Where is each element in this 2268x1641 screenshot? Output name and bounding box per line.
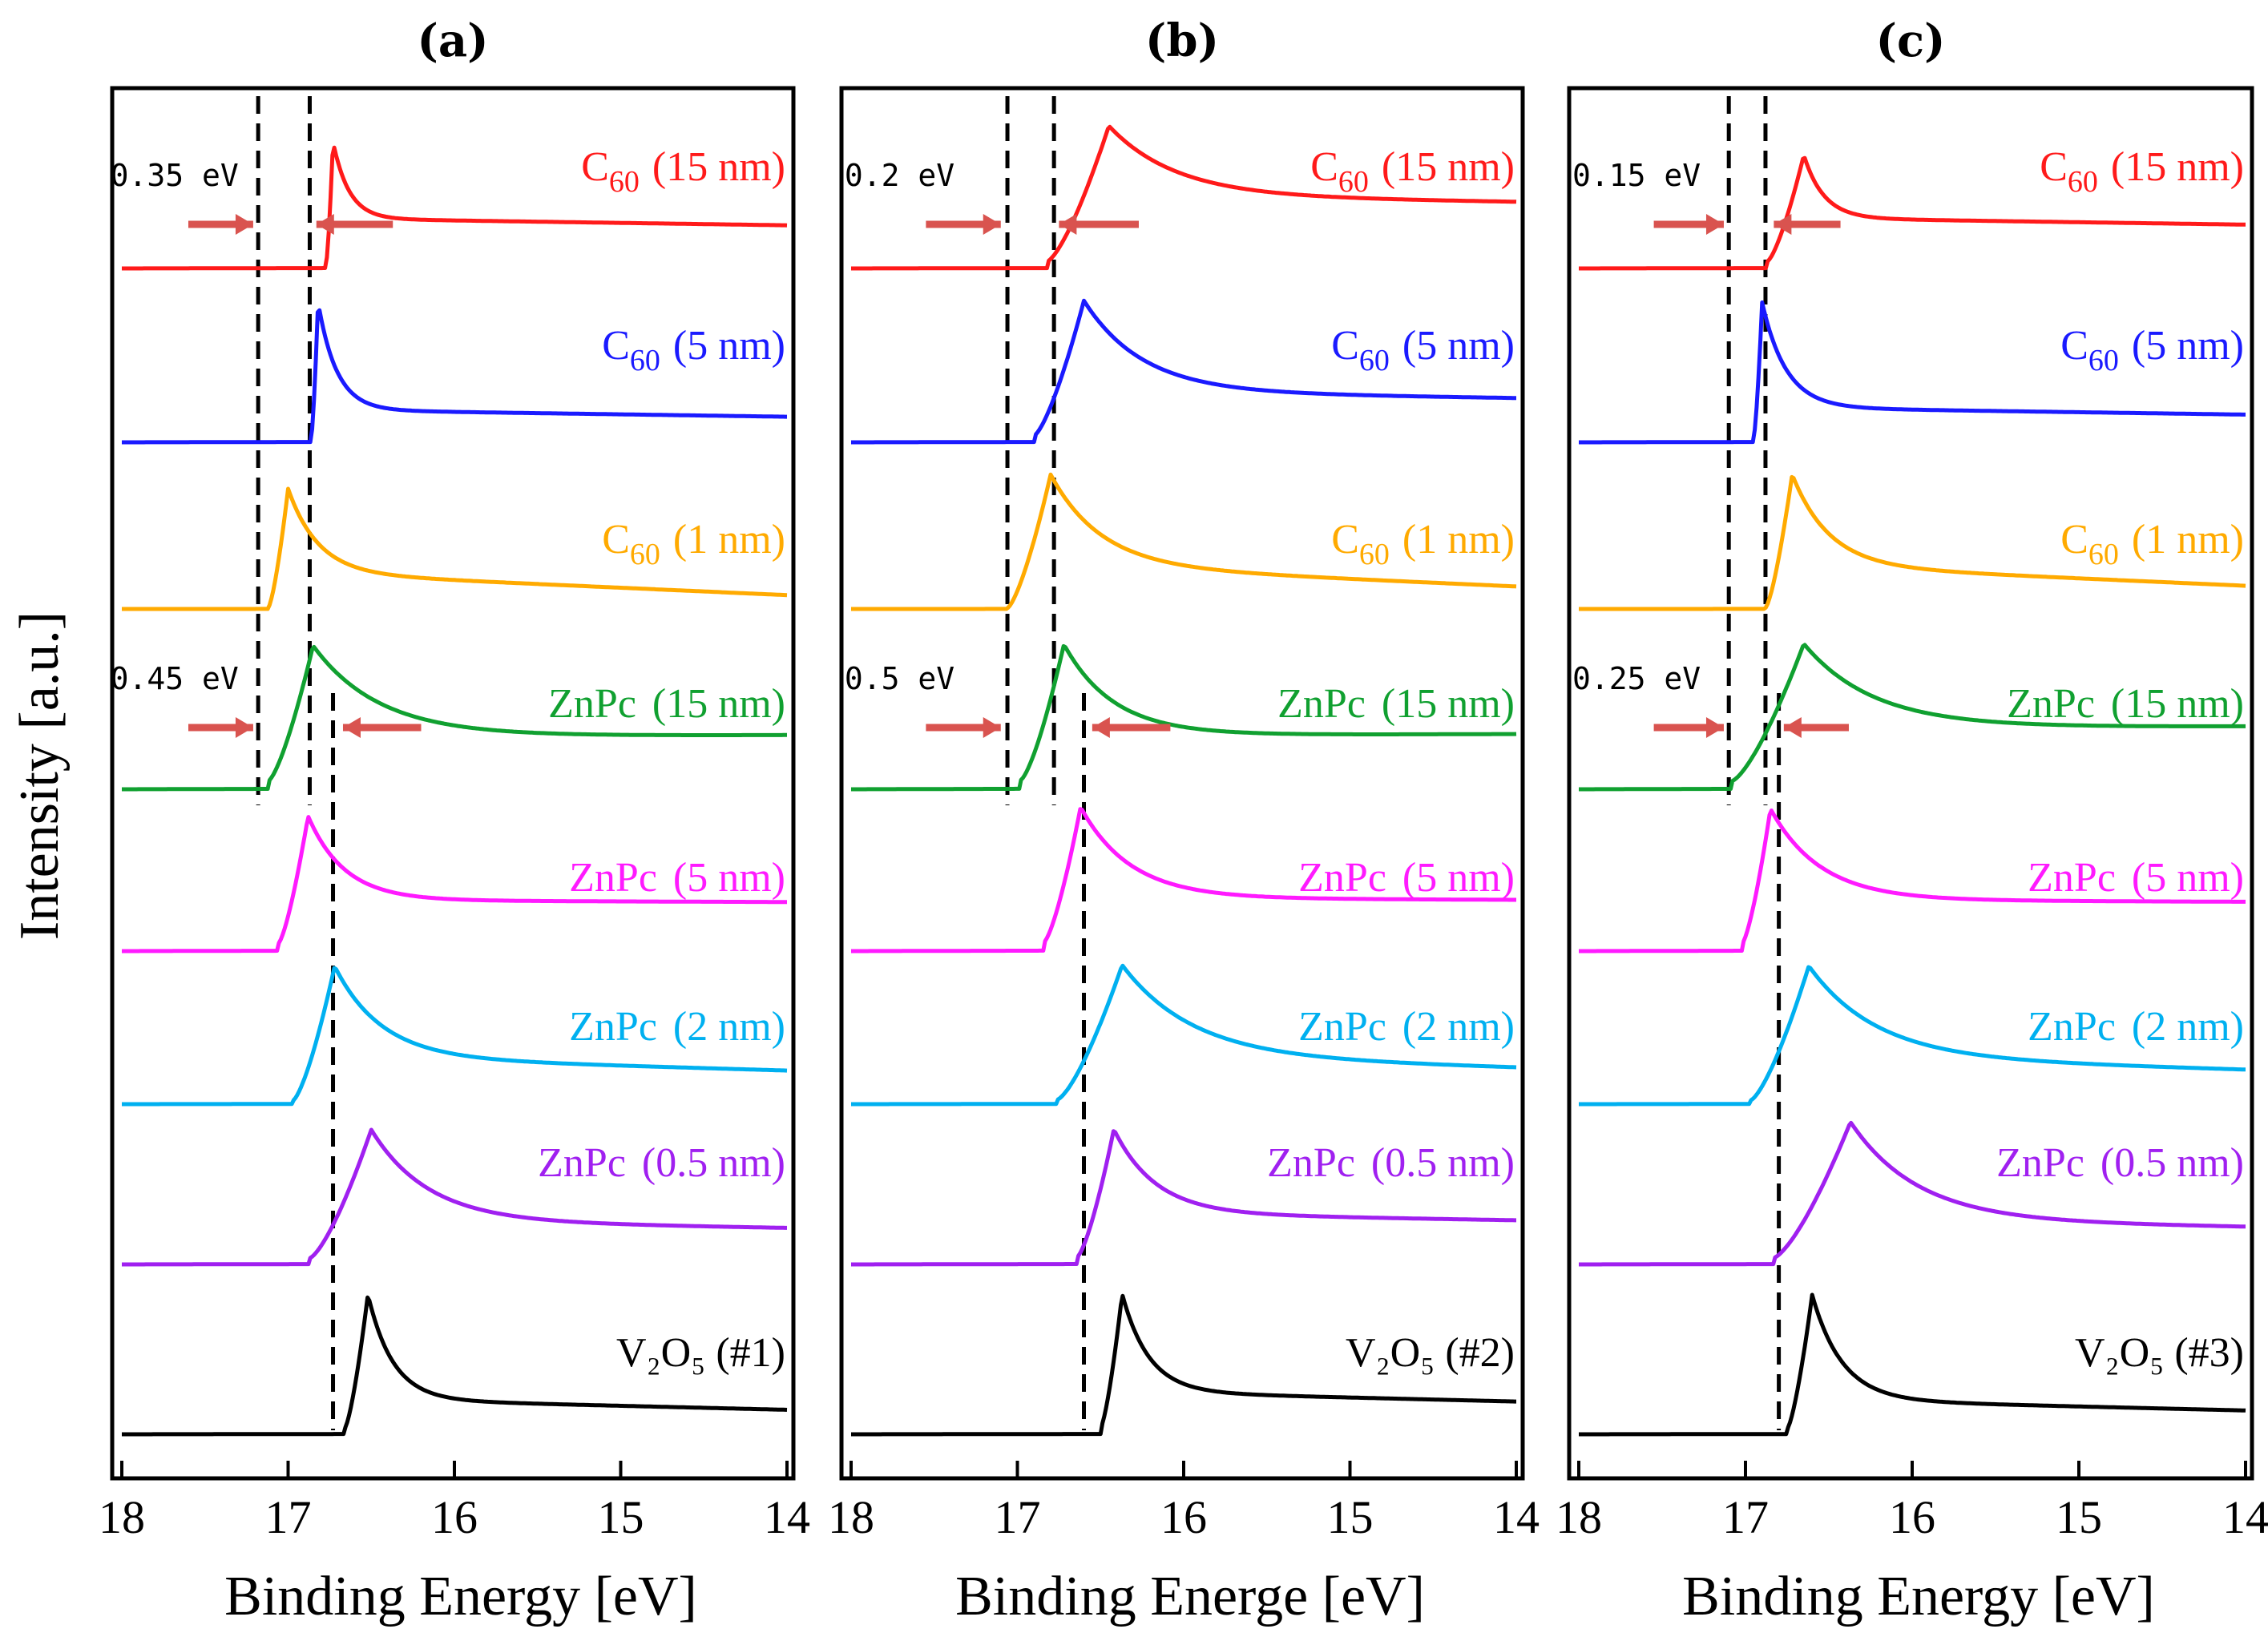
panel-title: (a) [417, 14, 488, 67]
panel-frame [839, 86, 1525, 1481]
trace-label-znpc_2: ZnPc (2 nm) [2028, 1004, 2244, 1050]
trace-label-znpc_2: ZnPc (2 nm) [569, 1004, 785, 1050]
panel-3: (c) 18 17 16 15 14 Binding Energy [eV] C60 (15 n… [1556, 14, 2268, 1627]
trace-label-c60_5: C60 (5 nm) [602, 323, 785, 377]
panel-2: (b) 18 17 16 15 14 Binding Energe [eV] C60 (15 n… [828, 14, 1540, 1627]
x-tick-label: 18 [1556, 1491, 1602, 1543]
trace-label-znpc_15: ZnPc (15 nm) [548, 681, 785, 727]
shift-annotation: 0.35 eV [111, 158, 239, 193]
shift-arrow-left-head [983, 214, 1001, 235]
spectrum-line-znpc_2 [850, 963, 1517, 1107]
spectrum-line-znpc_05 [1578, 1120, 2246, 1267]
spectrum-line-znpc_2 [121, 966, 788, 1107]
panel-frame [1567, 86, 2254, 1481]
trace-label-c60_1: C60 (1 nm) [2060, 517, 2244, 571]
trace-label-znpc_5: ZnPc (5 nm) [2028, 855, 2244, 901]
trace-label-znpc_05: ZnPc (0.5 nm) [538, 1140, 785, 1186]
x-tick-label: 18 [99, 1491, 145, 1543]
trace-label-c60_15: C60 (15 nm) [2040, 144, 2244, 199]
trace-label-v2o5: V₂O₅ (#3) [2075, 1330, 2244, 1376]
trace-label-znpc_05: ZnPc (0.5 nm) [1996, 1140, 2244, 1186]
spectrum-line-znpc_5 [1578, 808, 2246, 954]
x-tick-label: 16 [1889, 1491, 1935, 1543]
trace-label-v2o5: V₂O₅ (#2) [1346, 1330, 1515, 1376]
x-tick-label: 15 [1327, 1491, 1374, 1543]
panel-frame [110, 86, 796, 1481]
spectrum-line-c60_5 [850, 298, 1517, 445]
trace-label-v2o5: V₂O₅ (#1) [616, 1330, 785, 1376]
shift-arrow-left-head [1705, 214, 1724, 235]
x-tick-label: 17 [265, 1491, 312, 1543]
shift-annotation: 0.5 eV [845, 661, 954, 696]
x-tick-label: 18 [828, 1491, 874, 1543]
trace-label-znpc_5: ZnPc (5 nm) [569, 855, 785, 901]
panels: (a) 18 17 16 15 14 Binding Energy [eV] C60 (15 n… [99, 14, 2268, 1627]
spectrum-line-c60_1 [1578, 474, 2246, 611]
spectrum-line-znpc_5 [121, 815, 788, 954]
spectrum-line-v2o5 [850, 1293, 1517, 1437]
x-tick-label: 15 [2056, 1491, 2102, 1543]
shift-arrow-left-head [1705, 717, 1724, 738]
shift-arrow-left-head [235, 214, 253, 235]
panel-1: (a) 18 17 16 15 14 Binding Energy [eV] C60 (15 n… [99, 14, 810, 1627]
spectrum-line-znpc_2 [1578, 965, 2246, 1107]
shift-arrow-right-head [342, 717, 361, 738]
x-axis-label: Binding Energy [eV] [1682, 1566, 2155, 1627]
trace-label-znpc_5: ZnPc (5 nm) [1298, 855, 1515, 901]
panel-title: (c) [1875, 14, 1945, 67]
shift-annotation: 0.45 eV [111, 661, 239, 696]
spectrum-line-c60_15 [850, 124, 1517, 271]
shift-annotation: 0.25 eV [1572, 661, 1701, 696]
spectrum-line-znpc_05 [121, 1127, 788, 1267]
shift-annotation: 0.15 eV [1572, 158, 1701, 193]
trace-label-c60_1: C60 (1 nm) [602, 517, 785, 571]
x-tick-label: 16 [431, 1491, 478, 1543]
shift-arrow-right-head [316, 214, 334, 235]
spectrum-line-c60_1 [850, 472, 1517, 611]
trace-label-c60_1: C60 (1 nm) [1331, 517, 1515, 571]
spectrum-line-znpc_15 [1578, 643, 2246, 792]
shift-arrow-right-head [1783, 717, 1802, 738]
shift-arrow-right-head [1059, 214, 1077, 235]
spectrum-line-znpc_05 [850, 1129, 1517, 1267]
trace-label-c60_5: C60 (5 nm) [1331, 323, 1515, 377]
trace-label-c60_15: C60 (15 nm) [1310, 144, 1515, 199]
x-tick-label: 14 [1493, 1491, 1540, 1543]
x-tick-label: 14 [764, 1491, 810, 1543]
spectrum-line-c60_5 [1578, 300, 2246, 445]
y-axis-label: Intensity [a.u.] [9, 611, 71, 940]
spectrum-line-znpc_15 [850, 643, 1517, 792]
trace-label-c60_15: C60 (15 nm) [581, 144, 785, 199]
trace-label-znpc_15: ZnPc (15 nm) [1277, 681, 1515, 727]
trace-label-znpc_05: ZnPc (0.5 nm) [1267, 1140, 1515, 1186]
spectrum-line-c60_5 [121, 308, 788, 445]
spectrum-line-c60_15 [121, 145, 788, 271]
shift-arrow-left-head [235, 717, 253, 738]
spectrum-line-znpc_15 [121, 644, 788, 792]
x-tick-label: 14 [2222, 1491, 2268, 1543]
x-axis-label: Binding Energe [eV] [955, 1566, 1425, 1627]
shift-arrow-right-head [1774, 214, 1792, 235]
spectrum-line-znpc_5 [850, 807, 1517, 954]
shift-arrow-left-head [983, 717, 1001, 738]
x-tick-label: 17 [995, 1491, 1041, 1543]
spectrum-line-v2o5 [121, 1295, 788, 1437]
trace-label-znpc_2: ZnPc (2 nm) [1298, 1004, 1515, 1050]
trace-label-znpc_15: ZnPc (15 nm) [2007, 681, 2244, 727]
spectrum-line-v2o5 [1578, 1292, 2246, 1437]
x-tick-label: 17 [1722, 1491, 1769, 1543]
panel-title: (b) [1145, 14, 1219, 67]
x-tick-label: 15 [598, 1491, 644, 1543]
spectrum-line-c60_1 [121, 486, 788, 611]
x-tick-label: 16 [1160, 1491, 1207, 1543]
shift-annotation: 0.2 eV [845, 158, 954, 193]
trace-label-c60_5: C60 (5 nm) [2060, 323, 2244, 377]
x-axis-label: Binding Energy [eV] [224, 1566, 697, 1627]
shift-arrow-right-head [1092, 717, 1110, 738]
spectrum-line-c60_15 [1578, 155, 2246, 271]
